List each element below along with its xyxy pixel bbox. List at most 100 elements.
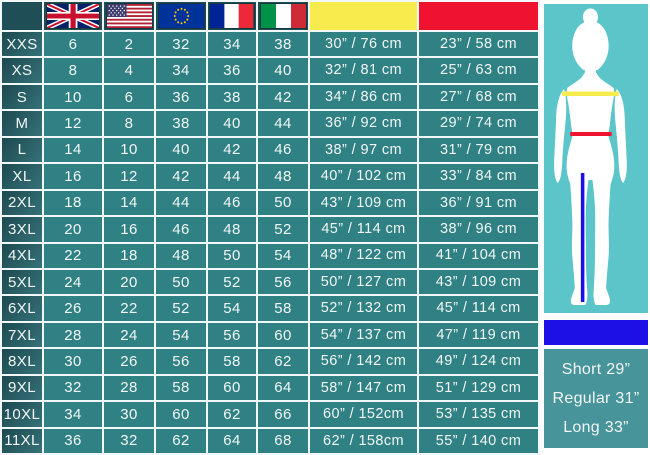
uk-size-value: 8 <box>44 58 102 83</box>
us-size-value: 10 <box>104 137 154 163</box>
chest-measurement: 52” / 132 cm <box>310 296 417 321</box>
size-label: 3XL <box>2 217 42 242</box>
chest-measurement: 50” / 127 cm <box>310 269 417 295</box>
it-size-value: 56 <box>258 269 308 295</box>
us-size-value: 14 <box>104 190 154 216</box>
uk-size-value: 16 <box>44 164 102 189</box>
waist-measurement: 51” / 129 cm <box>419 375 538 401</box>
fr-size-value: 34 <box>208 32 256 57</box>
us-size-value: 32 <box>104 428 154 453</box>
uk-size-value: 36 <box>44 428 102 453</box>
size-label: M <box>2 111 42 136</box>
length-regular: Regular 31” <box>552 390 640 407</box>
size-label: XS <box>2 58 42 83</box>
eu-size-value: 62 <box>156 428 206 453</box>
eu-size-value: 44 <box>156 190 206 216</box>
uk-size-value: 12 <box>44 111 102 136</box>
eu-size-value: 34 <box>156 58 206 83</box>
right-arm <box>614 89 627 183</box>
eu-size-value: 40 <box>156 137 206 163</box>
uk-size-value: 24 <box>44 269 102 295</box>
fr-size-value: 62 <box>208 402 256 427</box>
it-size-value: 68 <box>258 428 308 453</box>
waist-measurement: 29” / 74 cm <box>419 111 538 136</box>
us-size-value: 22 <box>104 296 154 321</box>
size-label: 6XL <box>2 296 42 321</box>
left-arm <box>554 89 567 183</box>
waist-measurement: 47” / 119 cm <box>419 322 538 348</box>
inseam-legend-bar <box>544 320 648 345</box>
it-size-value: 64 <box>258 375 308 401</box>
it-size-value: 38 <box>258 32 308 57</box>
waist-measurement: 27” / 68 cm <box>419 84 538 110</box>
uk-size-value: 34 <box>44 402 102 427</box>
us-flag-icon <box>104 2 154 30</box>
size-label: XL <box>2 164 42 189</box>
it-size-value: 42 <box>258 84 308 110</box>
fr-size-value: 54 <box>208 296 256 321</box>
size-table: XXS 6 2 32 34 38 30” / 76 cm 23” / 58 cm… <box>0 0 540 455</box>
eu-size-value: 42 <box>156 164 206 189</box>
fr-size-value: 58 <box>208 349 256 374</box>
eu-flag-icon <box>156 2 206 30</box>
waist-measurement: 43” / 109 cm <box>419 269 538 295</box>
size-label: 10XL <box>2 402 42 427</box>
fr-size-value: 52 <box>208 269 256 295</box>
length-long: Long 33” <box>563 419 629 436</box>
fr-size-value: 36 <box>208 58 256 83</box>
measurement-guide-panel: Short 29” Regular 31” Long 33” <box>544 0 648 455</box>
leg-length-options: Short 29” Regular 31” Long 33” <box>544 349 648 448</box>
size-label: 8XL <box>2 349 42 374</box>
uk-size-value: 10 <box>44 84 102 110</box>
waist-measurement: 38” / 96 cm <box>419 217 538 242</box>
fr-size-value: 46 <box>208 190 256 216</box>
it-size-value: 60 <box>258 322 308 348</box>
us-size-value: 8 <box>104 111 154 136</box>
waist-measurement: 36” / 91 cm <box>419 190 538 216</box>
chest-measurement: 62” / 158cm <box>310 428 417 453</box>
fr-size-value: 60 <box>208 375 256 401</box>
size-label: 4XL <box>2 243 42 268</box>
fr-size-value: 38 <box>208 84 256 110</box>
it-size-value: 54 <box>258 243 308 268</box>
fr-size-value: 42 <box>208 137 256 163</box>
us-size-value: 16 <box>104 217 154 242</box>
fr-size-value: 50 <box>208 243 256 268</box>
italy-flag-icon <box>258 2 308 30</box>
eu-size-value: 36 <box>156 84 206 110</box>
it-size-value: 52 <box>258 217 308 242</box>
chest-line <box>562 91 619 96</box>
uk-size-value: 20 <box>44 217 102 242</box>
chest-measurement: 36” / 92 cm <box>310 111 417 136</box>
it-size-value: 58 <box>258 296 308 321</box>
us-size-value: 28 <box>104 375 154 401</box>
it-size-value: 44 <box>258 111 308 136</box>
eu-size-value: 58 <box>156 375 206 401</box>
chest-measurement: 58” / 147 cm <box>310 375 417 401</box>
waist-measurement: 55” / 140 cm <box>419 428 538 453</box>
waist-measurement: 45” / 114 cm <box>419 296 538 321</box>
chest-measurement: 48” / 122 cm <box>310 243 417 268</box>
waist-line <box>570 132 612 136</box>
chest-measurement: 45” / 114 cm <box>310 217 417 242</box>
hair-bun <box>582 8 599 26</box>
size-label: 2XL <box>2 190 42 216</box>
uk-flag-icon <box>44 2 102 30</box>
it-size-value: 40 <box>258 58 308 83</box>
size-label: 5XL <box>2 269 42 295</box>
chest-measurement: 38” / 97 cm <box>310 137 417 163</box>
us-size-value: 18 <box>104 243 154 268</box>
it-size-value: 46 <box>258 137 308 163</box>
chest-measurement: 54” / 137 cm <box>310 322 417 348</box>
size-label: 9XL <box>2 375 42 401</box>
corner-header-cell <box>2 2 42 30</box>
chest-measurement: 56” / 142 cm <box>310 349 417 374</box>
fr-size-value: 48 <box>208 217 256 242</box>
waist-measurement: 23” / 58 cm <box>419 32 538 57</box>
it-size-value: 62 <box>258 349 308 374</box>
fr-size-value: 56 <box>208 322 256 348</box>
chest-measurement: 32” / 81 cm <box>310 58 417 83</box>
us-size-value: 20 <box>104 269 154 295</box>
uk-size-value: 28 <box>44 322 102 348</box>
